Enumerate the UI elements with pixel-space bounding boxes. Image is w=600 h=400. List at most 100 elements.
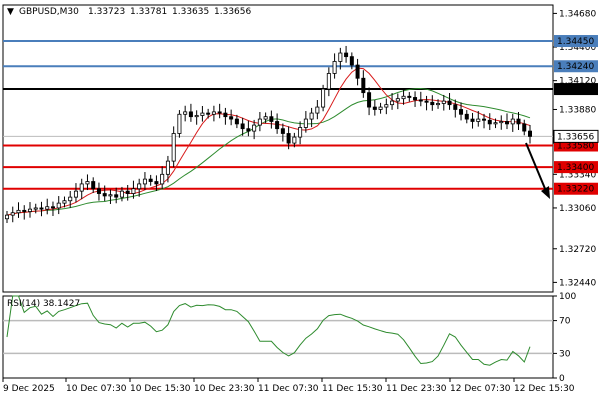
candle-body bbox=[183, 111, 188, 115]
candle-body bbox=[137, 183, 142, 190]
candle-body bbox=[85, 181, 90, 185]
candle-body bbox=[56, 202, 61, 209]
candle-body bbox=[447, 100, 452, 106]
candle-body bbox=[188, 111, 193, 118]
candle-body bbox=[361, 77, 366, 94]
candle-body bbox=[73, 190, 78, 198]
candle-body bbox=[102, 193, 107, 197]
y-tick-label: 1.34120 bbox=[559, 77, 596, 87]
candle-body bbox=[171, 133, 176, 162]
x-tick-label: 12 Dec 15:30 bbox=[514, 384, 575, 394]
candle-body bbox=[499, 121, 504, 124]
candle-body bbox=[332, 61, 337, 74]
candle-body bbox=[459, 109, 464, 115]
level-tag-label: 1.33400 bbox=[557, 163, 594, 173]
candle-body bbox=[194, 115, 199, 118]
candle-body bbox=[315, 106, 320, 114]
rsi-tick-label: 30 bbox=[559, 349, 571, 359]
candle-body bbox=[309, 112, 314, 120]
candle-body bbox=[142, 178, 147, 185]
rsi-tick-label: 0 bbox=[559, 374, 565, 384]
candle-body bbox=[275, 121, 280, 130]
candle-body bbox=[108, 194, 113, 197]
x-tick-label: 10 Dec 15:30 bbox=[130, 384, 191, 394]
header-arrow-icon[interactable]: ▼ bbox=[7, 7, 14, 17]
candle-body bbox=[338, 52, 343, 62]
level-tag bbox=[554, 35, 598, 48]
candle-body bbox=[528, 130, 533, 137]
candle-body bbox=[510, 118, 515, 125]
candle-body bbox=[131, 188, 136, 194]
x-tick-label: 9 Dec 2025 bbox=[3, 384, 55, 394]
candle-body bbox=[252, 124, 257, 132]
y-tick-label: 1.34400 bbox=[559, 43, 596, 53]
forecast-arrow bbox=[525, 142, 550, 199]
level-tag bbox=[554, 182, 598, 195]
candle-body bbox=[27, 208, 32, 212]
candle-body bbox=[303, 118, 308, 128]
candle-body bbox=[160, 173, 165, 185]
candle-body bbox=[33, 207, 38, 210]
y-tick-label: 1.32720 bbox=[559, 245, 596, 255]
level-tag-label: 1.34050 bbox=[557, 85, 594, 95]
x-tick-label: 12 Dec 07:30 bbox=[450, 384, 511, 394]
candle-body bbox=[96, 188, 101, 194]
candle-body bbox=[68, 196, 73, 202]
candle-body bbox=[487, 119, 492, 125]
candle-body bbox=[22, 209, 27, 212]
candle-body bbox=[493, 122, 498, 125]
current-price-label: 1.33656 bbox=[557, 132, 594, 142]
candle-body bbox=[177, 113, 182, 134]
level-tag bbox=[554, 60, 598, 73]
candle-body bbox=[246, 128, 251, 132]
candle-body bbox=[16, 209, 21, 214]
level-tag-label: 1.33580 bbox=[557, 141, 594, 151]
candle-body bbox=[349, 56, 354, 66]
candle-body bbox=[505, 121, 510, 125]
candle-body bbox=[384, 104, 389, 108]
candle-body bbox=[45, 206, 50, 210]
candle-body bbox=[516, 118, 521, 125]
candle-body bbox=[418, 99, 423, 102]
open-value: 1.33723 bbox=[88, 7, 125, 17]
candle-body bbox=[119, 190, 124, 198]
candle-body bbox=[436, 103, 441, 106]
candle-body bbox=[482, 118, 487, 121]
x-tick-label: 10 Dec 23:30 bbox=[194, 384, 255, 394]
candle-body bbox=[413, 97, 418, 101]
x-tick-label: 11 Dec 15:30 bbox=[322, 384, 383, 394]
candle-body bbox=[298, 127, 303, 138]
candle-body bbox=[280, 128, 285, 134]
level-tag bbox=[554, 83, 598, 96]
rsi-line bbox=[6, 295, 531, 366]
candle-body bbox=[441, 100, 446, 104]
candle-body bbox=[263, 116, 268, 120]
candle-body bbox=[407, 95, 412, 98]
low-value: 1.33635 bbox=[172, 7, 209, 17]
candle-body bbox=[453, 104, 458, 110]
x-tick-label: 11 Dec 07:30 bbox=[258, 384, 319, 394]
candle-body bbox=[344, 52, 349, 58]
current-price-tag bbox=[553, 129, 599, 143]
candle-body bbox=[326, 73, 331, 90]
candle-body bbox=[390, 100, 395, 106]
candle-body bbox=[470, 118, 475, 122]
candle-body bbox=[269, 116, 274, 122]
candle-body bbox=[148, 178, 153, 182]
candle-body bbox=[257, 118, 262, 126]
candle-body bbox=[125, 190, 130, 194]
x-tick-label: 10 Dec 07:30 bbox=[66, 384, 127, 394]
candle-body bbox=[522, 123, 527, 132]
candle-body bbox=[355, 64, 360, 79]
candle-body bbox=[50, 206, 55, 209]
y-tick-label: 1.33060 bbox=[559, 204, 596, 214]
candle-body bbox=[378, 106, 383, 110]
level-tag bbox=[554, 161, 598, 174]
candle-body bbox=[62, 200, 67, 204]
candle-body bbox=[79, 183, 84, 192]
rsi-tick-label: 70 bbox=[559, 317, 571, 327]
candle-body bbox=[372, 106, 377, 110]
level-tag-label: 1.34450 bbox=[557, 37, 594, 47]
ma-slow-line bbox=[6, 87, 531, 216]
